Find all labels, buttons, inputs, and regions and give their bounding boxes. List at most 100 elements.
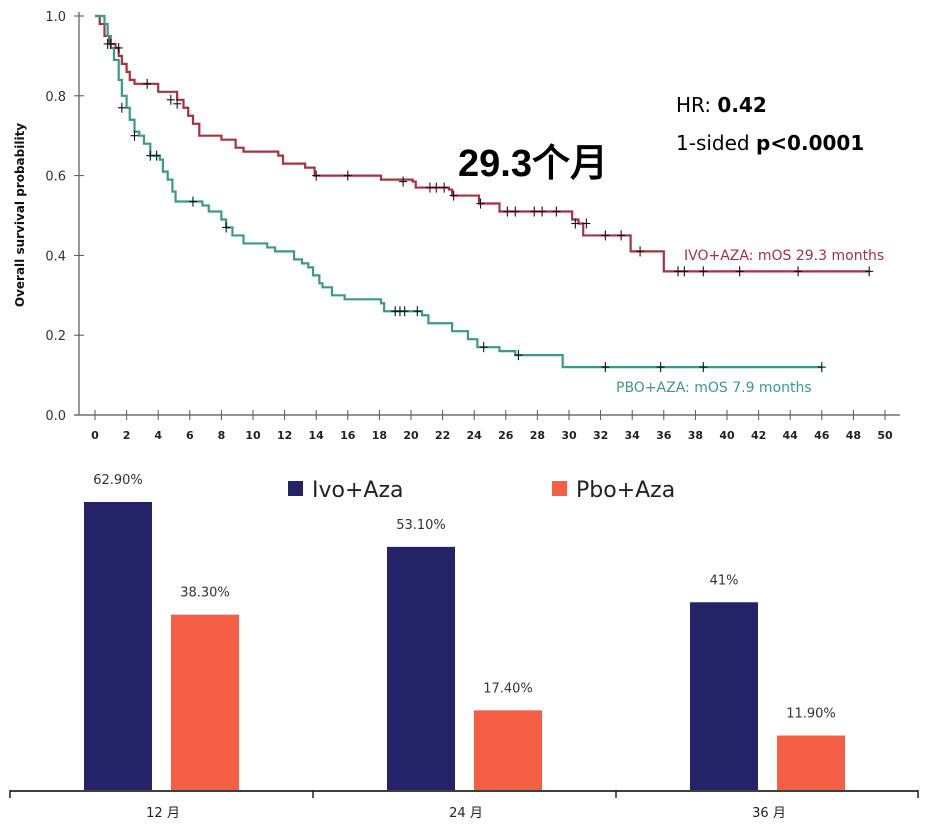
censor-mark [476,198,485,209]
km-x-tick-label: 28 [530,429,545,442]
censor-mark [601,362,610,373]
km-y-tick-label: 1.0 [45,10,66,25]
p-value: 1-sided p<0.0001 [676,131,864,155]
bar-value-label: 41% [710,573,739,588]
km-censor-marks [103,38,874,373]
censor-mark [449,190,458,201]
bar-legend: Ivo+Aza Pbo+Aza [288,478,675,503]
km-x-tick-label: 24 [467,429,483,442]
p-label: 1-sided [676,131,756,155]
km-x-tick-label: 40 [719,429,735,442]
km-x-tick-label: 22 [435,429,450,442]
km-x-tick-label: 42 [751,429,766,442]
km-curves [95,14,870,369]
ivo-series-label: IVO+AZA: mOS 29.3 months [684,248,884,264]
censor-mark [130,130,139,141]
km-x-tick-label: 0 [91,429,99,442]
km-x-tick-label: 48 [846,429,861,442]
km-y-tick-label: 0.8 [45,90,66,105]
legend-label-ivo: Ivo+Aza [312,478,403,503]
bar-value-label: 62.90% [93,473,143,488]
km-y-tick-label: 0.0 [45,409,66,424]
km-axes: 0.00.20.40.60.81.00 2 4 6 8 10 12 14 16 18 20 22 24 2… [45,10,900,442]
km-x-tick-label: 34 [625,429,641,442]
censor-mark [114,42,123,53]
censor-mark [413,306,422,317]
censor-mark [735,266,744,277]
legend-swatch-pbo [552,481,567,496]
censor-mark [440,182,449,193]
legend-swatch-ivo [288,481,303,496]
km-x-tick-label: 12 [277,429,292,442]
km-x-tick-label: 36 [656,429,672,442]
bar-pbo-aza [171,614,239,790]
km-x-tick-label: 8 [218,429,226,442]
censor-mark [865,266,874,277]
censor-mark [552,206,561,217]
censor-mark [538,206,547,217]
censor-mark [601,230,610,241]
km-x-tick-label: 26 [498,429,514,442]
km-x-tick-label: 46 [814,429,830,442]
pbo-series-label: PBO+AZA: mOS 7.9 months [616,380,812,396]
censor-mark [432,182,441,193]
censor-mark [343,170,352,181]
km-y-axis-label: Overall survival probability [13,123,27,307]
km-x-tick-label: 44 [783,429,799,442]
censor-mark [514,350,523,361]
bar-chart: Ivo+Aza Pbo+Aza 62.90% 38.30% 53.10% 17.40%… [9,473,919,821]
km-x-tick-label: 2 [123,429,131,442]
censor-mark [582,218,591,229]
censor-mark [511,206,520,217]
km-y-tick-label: 0.2 [45,329,66,344]
censor-mark [117,102,126,113]
bar-pbo-aza [474,710,542,790]
km-x-tick-label: 32 [593,429,608,442]
censor-mark [680,266,689,277]
censor-mark [617,230,626,241]
censor-mark [143,78,152,89]
censor-mark [699,266,708,277]
bar-marks: 62.90% 38.30% 53.10% 17.40% 41% 11.90% [84,473,845,790]
bar-category-label: 24 月 [449,806,483,821]
km-chart: 0.00.20.40.60.81.00 2 4 6 8 10 12 14 16 18 20 22 24 2… [13,10,900,442]
censor-mark [399,176,408,187]
bar-pbo-aza [777,735,845,790]
bar-value-label: 53.10% [396,518,446,533]
bar-category-label: 36 月 [752,806,786,821]
hr-label: HR: [676,93,717,117]
censor-mark [103,38,112,49]
bar-ivo-aza [387,546,455,790]
km-x-tick-label: 50 [877,429,893,442]
ivo-curve [95,14,870,273]
bar-ivo-aza [690,602,758,790]
km-x-tick-label: 4 [154,429,162,442]
km-x-tick-label: 10 [245,429,261,442]
km-x-tick-label: 14 [309,429,325,442]
censor-mark [222,222,231,233]
km-x-tick-label: 20 [403,429,419,442]
censor-mark [479,342,488,353]
bar-category-label: 12 月 [146,806,180,821]
censor-mark [636,246,645,257]
bar-ivo-aza [84,502,152,790]
censor-mark [571,218,580,229]
censor-mark [173,98,182,109]
censor-mark [530,206,539,217]
hr-value: 0.42 [717,93,766,117]
median-os-annotation: 29.3个月 [458,143,608,185]
hazard-ratio: HR: 0.42 [676,93,767,117]
censor-mark [503,206,512,217]
censor-mark [188,196,197,207]
km-y-tick-label: 0.4 [45,249,66,264]
censor-mark [166,94,175,105]
km-y-tick-label: 0.6 [45,170,66,185]
censor-mark [312,170,321,181]
bar-value-label: 17.40% [483,681,533,696]
bar-value-label: 38.30% [180,586,230,601]
km-x-tick-label: 16 [340,429,356,442]
km-x-tick-label: 38 [688,429,703,442]
km-x-tick-label: 6 [186,429,194,442]
censor-mark [400,306,409,317]
p-value-number: p<0.0001 [756,131,864,155]
